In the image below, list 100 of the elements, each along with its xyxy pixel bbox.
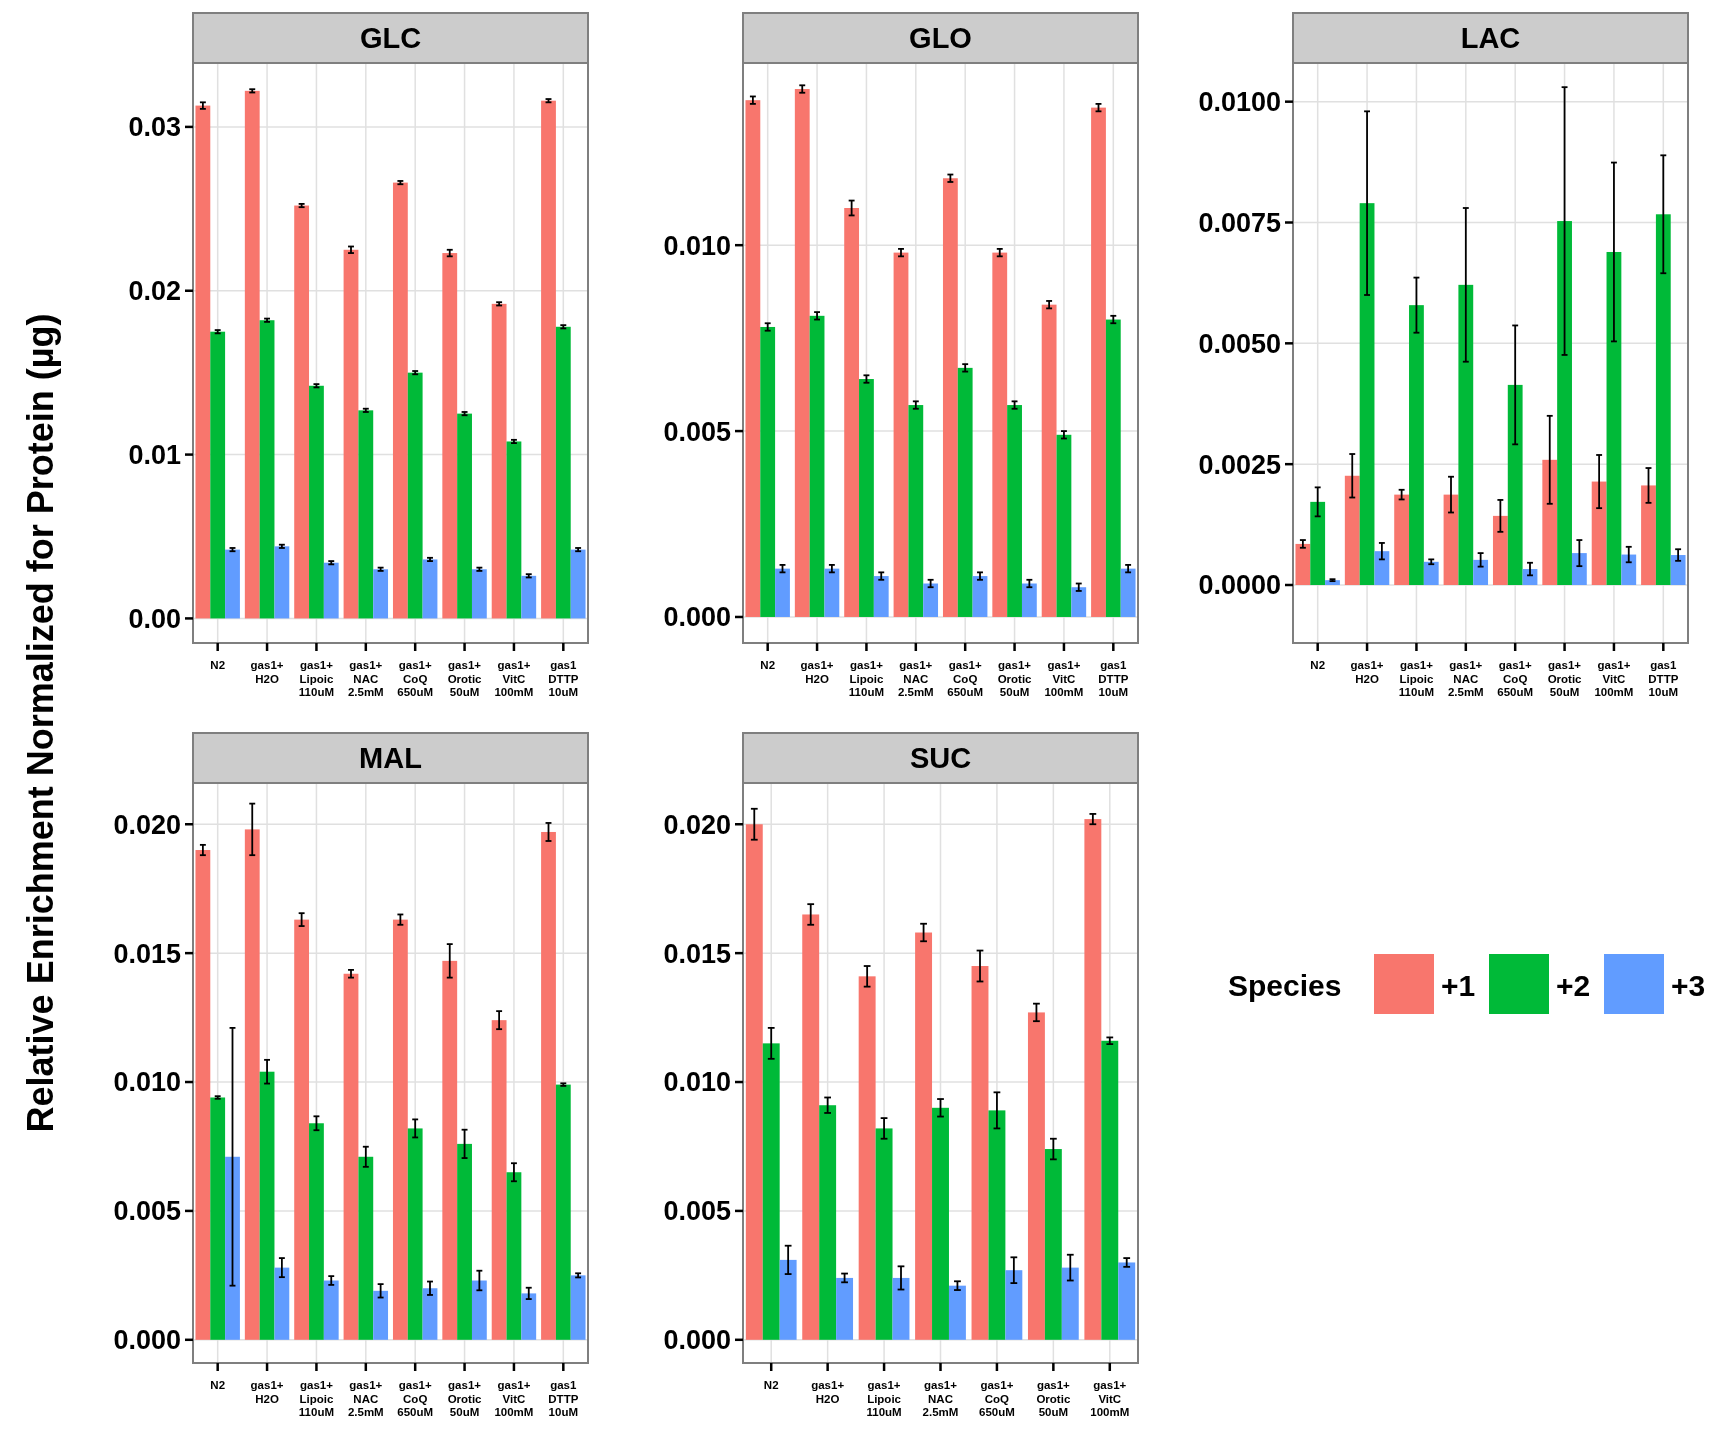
bar: [225, 549, 240, 619]
bar: [442, 253, 458, 619]
bar: [892, 1277, 910, 1340]
bar: [824, 568, 840, 617]
bar: [802, 914, 820, 1340]
bar: [407, 1128, 423, 1340]
y-tick-label: 0.03: [128, 112, 181, 143]
bar: [858, 976, 876, 1340]
bar: [1443, 494, 1459, 585]
x-tick-label: gas1+ H2O: [811, 1379, 845, 1405]
x-tick-label: gas1+ Orotic 50uM: [1036, 1379, 1071, 1418]
x-tick-label: gas1+ Lipoic 110uM: [298, 1379, 335, 1418]
bar: [1105, 319, 1121, 617]
x-tick-label: gas1+ Orotic 50uM: [997, 659, 1033, 698]
y-tick-label: 0.020: [663, 809, 731, 840]
y-tick-label: 0.005: [663, 1196, 731, 1227]
bar: [471, 1280, 487, 1340]
bar: [836, 1277, 854, 1340]
bar: [570, 549, 586, 619]
y-tick-label: 0.000: [663, 1325, 731, 1356]
legend-label: +3: [1671, 968, 1706, 1002]
y-tick-label: 0.0050: [1198, 328, 1281, 359]
x-tick-label: gas1+ H2O: [250, 1379, 284, 1405]
bar: [244, 829, 260, 1340]
bar: [988, 1110, 1006, 1340]
bar: [1359, 203, 1375, 585]
bar: [225, 1156, 240, 1340]
y-tick-label: 0.005: [113, 1196, 181, 1227]
y-tick-label: 0.02: [128, 276, 181, 307]
x-tick-label: gas1+ CoQ 650uM: [1497, 659, 1534, 698]
x-tick-label: gas1+ VitC 100mM: [1594, 659, 1634, 698]
bar: [819, 1105, 837, 1340]
bar: [992, 252, 1008, 617]
bar: [555, 326, 571, 619]
bar: [259, 1071, 275, 1340]
legend-title: Species: [1228, 968, 1342, 1002]
x-tick-label: gas1+ Lipoic 110uM: [848, 659, 885, 698]
x-tick-label: gas1 DTTP 10uM: [1098, 659, 1129, 698]
bar: [1044, 1149, 1062, 1340]
bar: [323, 562, 339, 619]
bar: [323, 1280, 339, 1340]
chart-title: LAC: [1460, 22, 1521, 54]
x-tick-label: N2: [763, 1379, 779, 1391]
y-tick-label: 0.0000: [1198, 570, 1281, 601]
bar: [971, 966, 989, 1340]
bar: [745, 824, 763, 1340]
bar: [506, 441, 522, 619]
bar: [1507, 384, 1523, 585]
bar: [1061, 1267, 1079, 1340]
bar: [1101, 1040, 1119, 1340]
x-tick-label: gas1 DTTP 10uM: [548, 1379, 579, 1418]
bar: [760, 326, 776, 617]
y-tick-label: 0.020: [113, 809, 181, 840]
bar: [541, 100, 556, 619]
bar: [422, 1288, 438, 1340]
bar: [521, 1293, 537, 1340]
chart-title: MAL: [359, 742, 422, 774]
x-tick-label: gas1+ Orotic 50uM: [1547, 659, 1583, 698]
bar: [274, 546, 290, 619]
x-tick-label: gas1+ Lipoic 110uM: [298, 659, 335, 698]
bar: [294, 919, 310, 1340]
bar: [1591, 481, 1607, 585]
y-tick-label: 0.0075: [1198, 207, 1281, 238]
x-tick-label: gas1+ NAC 2.5mM: [897, 659, 934, 698]
x-tick-label: gas1+ CoQ 650uM: [397, 659, 434, 698]
y-tick-label: 0.010: [113, 1067, 181, 1098]
bar: [1458, 284, 1474, 585]
bar: [1021, 583, 1037, 617]
bar: [942, 178, 958, 617]
bar: [1091, 107, 1106, 617]
y-tick-label: 0.0025: [1198, 449, 1281, 480]
bar: [915, 932, 933, 1340]
bar: [957, 367, 973, 617]
bar: [745, 100, 761, 617]
bar: [1409, 305, 1424, 585]
bar: [1670, 555, 1686, 585]
legend-label: +1: [1441, 968, 1476, 1002]
bar: [1557, 221, 1572, 585]
bar: [457, 413, 472, 619]
x-tick-label: gas1+ CoQ 650uM: [397, 1379, 434, 1418]
bar: [932, 1107, 949, 1340]
bar: [1056, 434, 1072, 617]
y-tick-label: 0.01: [128, 440, 181, 471]
bar: [1473, 559, 1489, 585]
bar: [210, 331, 226, 619]
y-tick-label: 0.010: [663, 230, 731, 261]
bar: [1071, 587, 1087, 617]
x-tick-label: gas1+ VitC 100mM: [494, 1379, 534, 1418]
bar: [1571, 553, 1587, 585]
bar: [1641, 485, 1656, 585]
bar: [1120, 568, 1136, 617]
x-tick-label: N2: [210, 659, 226, 671]
bar: [491, 1020, 507, 1340]
x-tick-label: gas1 DTTP 10uM: [1648, 659, 1679, 698]
x-tick-label: gas1+ H2O: [250, 659, 284, 685]
y-tick-label: 0.005: [663, 416, 731, 447]
x-tick-label: gas1+ NAC 2.5mM: [1447, 659, 1484, 698]
bar: [195, 105, 211, 619]
x-tick-label: N2: [1310, 659, 1326, 671]
bar: [294, 205, 310, 619]
